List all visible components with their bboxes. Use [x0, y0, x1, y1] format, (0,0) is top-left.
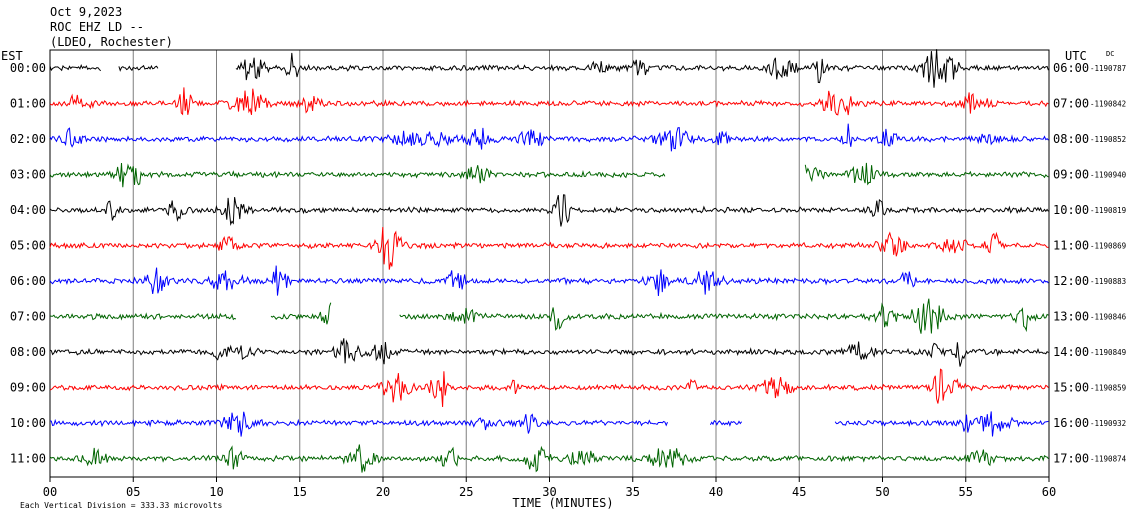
utc-hour-label: 11:00 — [1053, 239, 1089, 253]
trace-row-0200 — [49, 123, 1049, 152]
chart-date: Oct 9,2023 — [50, 5, 122, 19]
utc-hour-label: 07:00 — [1053, 97, 1089, 111]
dc-offset-value: -1190846 — [1090, 313, 1127, 322]
dc-offset-value: -1190859 — [1090, 384, 1126, 393]
x-tick-label: 55 — [959, 485, 973, 499]
est-hour-label: 06:00 — [10, 274, 46, 288]
trace-row-0300 — [49, 162, 1049, 188]
left-timezone-label: EST — [1, 49, 23, 63]
utc-hour-label: 16:00 — [1053, 416, 1089, 430]
right-timezone-label: UTC — [1065, 49, 1087, 63]
utc-hour-label: 13:00 — [1053, 310, 1089, 324]
utc-hour-label: 12:00 — [1053, 274, 1089, 288]
utc-hour-label: 08:00 — [1053, 132, 1089, 146]
dc-offset-value: -1190869 — [1090, 242, 1126, 251]
station-code: ROC EHZ LD -- — [50, 20, 144, 34]
dc-offset-value: -1190852 — [1090, 135, 1126, 144]
dc-offset-value: -1190932 — [1090, 419, 1126, 428]
x-tick-label: 60 — [1042, 485, 1056, 499]
x-tick-label: 25 — [459, 485, 473, 499]
est-hour-label: 03:00 — [10, 168, 46, 182]
trace-row-0900 — [49, 368, 1049, 408]
station-network: (LDEO, Rochester) — [50, 35, 173, 49]
vertical-scale-note: Each Vertical Division = 333.33 microvol… — [20, 501, 222, 510]
est-hour-label: 11:00 — [10, 452, 46, 466]
utc-hour-label: 06:00 — [1053, 61, 1089, 75]
est-hour-label: 00:00 — [10, 61, 46, 75]
trace-row-1000 — [49, 411, 1049, 437]
x-tick-label: 05 — [126, 485, 140, 499]
est-hour-label: 10:00 — [10, 416, 46, 430]
est-hour-label: 08:00 — [10, 345, 46, 359]
dc-offset-header: DC — [1106, 50, 1114, 58]
trace-row-1100 — [49, 444, 1049, 473]
est-hour-label: 02:00 — [10, 132, 46, 146]
utc-hour-label: 10:00 — [1053, 203, 1089, 217]
x-axis-ticks: 00 05 10 15 20 25 30 35 40 45 50 55 60 — [43, 477, 1056, 499]
x-tick-label: 35 — [626, 485, 640, 499]
x-tick-label: 50 — [875, 485, 889, 499]
trace-row-0400 — [49, 194, 1049, 227]
dc-offset-value: -1190819 — [1090, 206, 1126, 215]
x-tick-label: 30 — [542, 485, 556, 499]
x-tick-label: 20 — [376, 485, 390, 499]
x-tick-label: 00 — [43, 485, 57, 499]
trace-row-0500 — [49, 226, 1049, 270]
trace-row-0800 — [49, 338, 1049, 367]
est-hour-label: 09:00 — [10, 381, 46, 395]
seismic-traces — [49, 49, 1049, 473]
est-hour-label: 04:00 — [10, 203, 46, 217]
dc-offset-value: -1190787 — [1090, 64, 1126, 73]
trace-row-0700 — [49, 298, 1049, 334]
trace-row-0600 — [49, 265, 1049, 297]
utc-hour-label: 15:00 — [1053, 381, 1089, 395]
x-tick-label: 10 — [209, 485, 223, 499]
trace-row-0100 — [49, 87, 1049, 116]
x-tick-label: 40 — [709, 485, 723, 499]
est-hour-label: 05:00 — [10, 239, 46, 253]
time-grid — [49, 50, 1050, 477]
x-tick-label: 15 — [293, 485, 307, 499]
utc-hour-label: 17:00 — [1053, 452, 1089, 466]
dc-offset-value: -1190842 — [1090, 100, 1126, 109]
trace-row-0000 — [49, 49, 1049, 88]
utc-hour-label: 09:00 — [1053, 168, 1089, 182]
dc-offset-value: -1190883 — [1090, 277, 1126, 286]
utc-hour-label: 14:00 — [1053, 345, 1089, 359]
est-hour-label: 01:00 — [10, 97, 46, 111]
dc-offset-value: -1190940 — [1090, 171, 1127, 180]
x-axis-label: TIME (MINUTES) — [512, 496, 613, 510]
x-tick-label: 45 — [792, 485, 806, 499]
dc-offset-value: -1190849 — [1090, 348, 1126, 357]
est-hour-label: 07:00 — [10, 310, 46, 324]
dc-offset-value: -1190874 — [1090, 455, 1127, 464]
